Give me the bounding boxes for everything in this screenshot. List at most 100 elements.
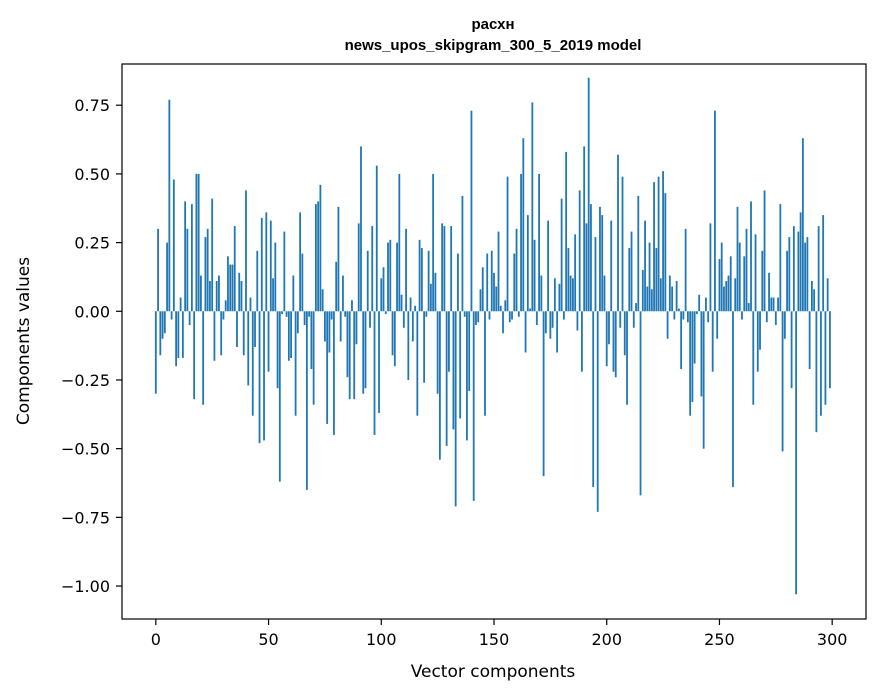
bar	[560, 198, 563, 312]
bar	[432, 173, 435, 312]
bar	[655, 248, 658, 312]
bar	[481, 267, 484, 312]
bar	[813, 289, 816, 312]
bar	[506, 176, 509, 312]
bar	[549, 311, 552, 339]
bar	[229, 264, 232, 312]
bar	[738, 242, 741, 312]
bar	[274, 242, 277, 312]
bar	[639, 311, 642, 496]
bar	[725, 281, 728, 312]
bar	[287, 311, 290, 361]
bar	[747, 303, 750, 312]
bar	[222, 311, 225, 320]
y-tick-label: −1.00	[61, 577, 110, 596]
bar	[569, 275, 572, 312]
bar	[551, 311, 554, 328]
bar	[411, 311, 414, 342]
bar	[382, 267, 385, 312]
bar	[324, 311, 326, 342]
bar	[684, 228, 687, 312]
bar	[454, 311, 457, 507]
bar	[312, 311, 315, 405]
bar	[486, 253, 489, 312]
bar	[310, 311, 313, 369]
bar	[436, 311, 439, 394]
bar	[197, 173, 200, 312]
bar	[339, 311, 342, 342]
bar	[181, 311, 184, 358]
bar	[556, 311, 559, 353]
bar	[387, 242, 389, 312]
bar	[562, 311, 565, 320]
bar	[583, 146, 586, 312]
bar	[299, 212, 302, 312]
bar	[756, 311, 759, 372]
bar	[314, 204, 317, 312]
bar	[202, 311, 205, 405]
bar	[623, 311, 626, 356]
bar	[461, 195, 464, 312]
bar	[581, 311, 583, 372]
bar	[716, 311, 719, 339]
bar	[720, 242, 723, 312]
bar	[765, 311, 768, 323]
bar	[513, 253, 516, 312]
bar	[504, 300, 507, 312]
bar	[572, 278, 574, 312]
bar	[538, 173, 540, 312]
bar	[459, 311, 462, 419]
bar	[508, 311, 511, 323]
bar	[544, 311, 547, 334]
x-tick-label: 300	[817, 630, 848, 649]
bar	[231, 264, 234, 312]
bar	[321, 289, 324, 312]
bar	[806, 237, 809, 312]
bar	[594, 237, 597, 312]
bar	[438, 311, 441, 460]
bar	[215, 281, 218, 312]
x-tick-label: 150	[479, 630, 510, 649]
bar	[691, 311, 694, 402]
bar	[425, 311, 428, 317]
bar	[614, 311, 617, 378]
x-axis-label: Vector components	[411, 662, 576, 682]
bar	[249, 297, 252, 312]
bar	[434, 272, 437, 312]
bar	[443, 226, 446, 312]
bar	[227, 256, 229, 312]
bar	[344, 311, 347, 317]
bar	[754, 234, 757, 312]
bar	[384, 311, 387, 315]
bar	[718, 259, 721, 312]
bar	[398, 173, 401, 312]
bar	[414, 305, 416, 312]
bar	[693, 311, 696, 364]
x-tick-label: 250	[704, 630, 735, 649]
bar	[157, 228, 159, 312]
bar	[161, 311, 164, 339]
bar	[472, 311, 475, 501]
bar	[576, 311, 579, 331]
bar	[565, 151, 568, 312]
bar	[596, 311, 599, 512]
bar	[696, 311, 698, 315]
bar	[732, 311, 734, 488]
bar	[786, 250, 788, 312]
bar	[605, 311, 608, 367]
bar	[531, 102, 534, 312]
bar	[369, 311, 371, 328]
bar	[601, 215, 604, 312]
bar	[781, 311, 784, 452]
bar	[186, 228, 189, 312]
bar	[673, 311, 676, 320]
bar	[707, 311, 710, 323]
bar	[175, 311, 178, 367]
y-tick-label: −0.50	[61, 440, 110, 459]
bar	[292, 275, 295, 312]
y-axis-label: Components values	[14, 257, 34, 425]
bar	[741, 311, 743, 320]
bar	[179, 297, 182, 312]
bar	[281, 311, 283, 315]
